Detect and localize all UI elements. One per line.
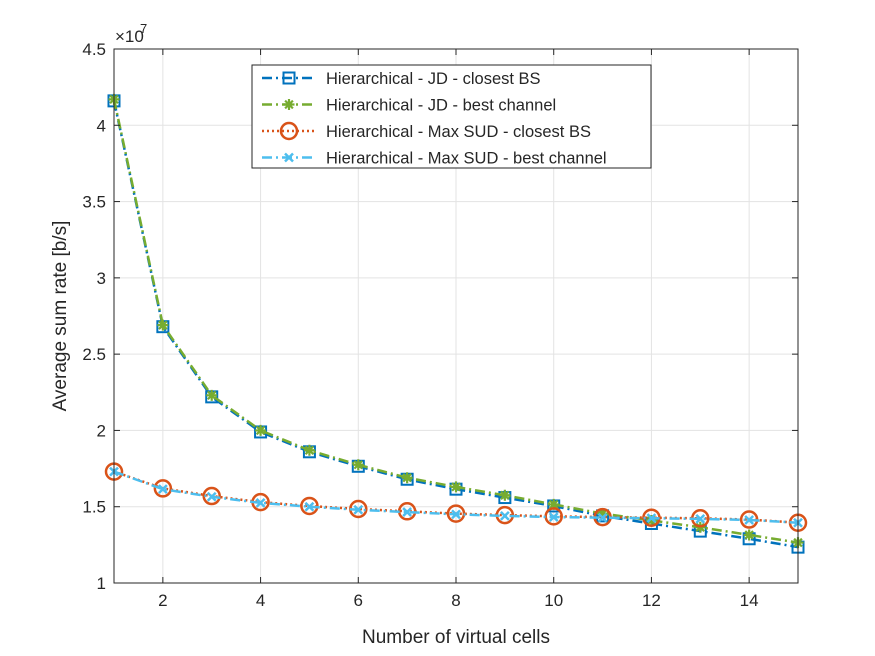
data-point xyxy=(744,515,755,525)
ticks: 2 4 6 8 10 12 14 1 1.5 2 2.5 3 3.5 4 4.5 xyxy=(82,40,798,610)
x-tick-label: 4 xyxy=(256,591,265,610)
data-point xyxy=(450,481,462,493)
data-point xyxy=(352,459,364,471)
data-point xyxy=(353,504,364,515)
legend-entry-1: Hierarchical - JD - closest BS xyxy=(262,70,541,88)
y-exponent-power: 7 xyxy=(140,21,147,36)
data-point xyxy=(206,491,217,502)
legend-entry-3: Hierarchical - Max SUD - closest BS xyxy=(262,121,591,141)
data-point xyxy=(597,508,609,520)
data-point xyxy=(646,513,657,524)
data-point xyxy=(548,512,559,522)
y-tick-label: 1.5 xyxy=(82,498,106,517)
x-tick-label: 6 xyxy=(354,591,363,610)
data-point xyxy=(402,507,413,517)
y-tick-label: 2 xyxy=(97,421,106,440)
data-point xyxy=(645,514,657,526)
data-point xyxy=(695,514,706,524)
x-tick-label: 14 xyxy=(740,591,759,610)
data-point xyxy=(153,479,173,498)
x-tick-label: 2 xyxy=(158,591,167,610)
legend-marker xyxy=(283,99,295,110)
y-tick-label: 1 xyxy=(97,574,106,593)
y-tick-label: 4.5 xyxy=(82,40,106,59)
x-tick-label: 10 xyxy=(544,591,563,610)
x-tick-label: 12 xyxy=(642,591,661,610)
data-point xyxy=(300,496,319,516)
data-point xyxy=(743,529,755,541)
data-point xyxy=(255,498,266,508)
data-point xyxy=(544,507,563,526)
data-point xyxy=(499,510,510,521)
data-point xyxy=(255,424,267,436)
data-point xyxy=(206,389,218,401)
data-point xyxy=(304,501,315,512)
legend-marker xyxy=(282,71,296,85)
y-tick-label: 4 xyxy=(97,116,106,135)
x-axis-label: Number of virtual cells xyxy=(362,627,550,648)
data-point xyxy=(499,489,511,501)
legend: Hierarchical - JD - closest BS Hierarchic… xyxy=(251,64,652,169)
data-point xyxy=(548,498,560,510)
legend-label: Hierarchical - JD - closest BS xyxy=(326,70,541,88)
y-tick-label: 3 xyxy=(97,269,106,288)
data-point xyxy=(451,509,461,520)
y-exponent-base: ×10 xyxy=(115,27,144,46)
data-point xyxy=(401,472,413,484)
legend-box xyxy=(251,64,652,169)
legend-label: Hierarchical - Max SUD - best channel xyxy=(326,150,607,168)
y-tick-label: 3.5 xyxy=(82,193,106,212)
data-point xyxy=(597,512,608,523)
legend-entry-2: Hierarchical - JD - best channel xyxy=(262,97,556,115)
legend-label: Hierarchical - Max SUD - closest BS xyxy=(326,123,591,141)
data-point xyxy=(157,319,169,331)
x-tick-label: 8 xyxy=(451,591,460,610)
legend-entry-4: Hierarchical - Max SUD - best channel xyxy=(262,150,607,168)
legend-marker xyxy=(279,121,299,141)
series-layer xyxy=(104,93,808,554)
legend-marker xyxy=(284,152,294,163)
data-point xyxy=(303,444,315,456)
y-tick-label: 2.5 xyxy=(82,345,106,364)
legend-label: Hierarchical - JD - best channel xyxy=(326,97,556,115)
data-point xyxy=(202,486,221,506)
data-point xyxy=(157,484,168,495)
y-axis-label: Average sum rate [b/s] xyxy=(50,221,71,412)
